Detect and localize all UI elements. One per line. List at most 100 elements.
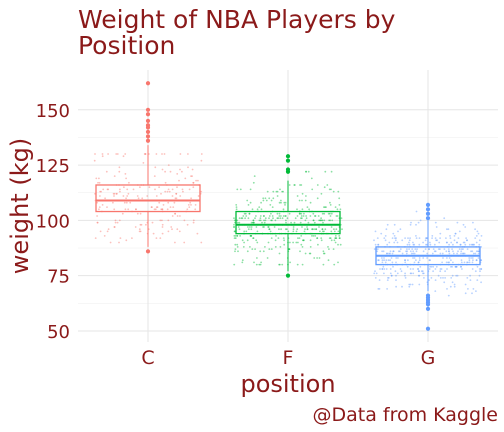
data-point-C xyxy=(96,221,99,224)
data-point-F xyxy=(234,248,237,251)
data-point-G xyxy=(431,252,434,255)
data-point-C xyxy=(160,208,163,211)
data-point-F xyxy=(339,243,342,246)
data-point-G xyxy=(453,239,456,242)
data-point-C xyxy=(127,208,130,211)
data-point-G xyxy=(395,285,397,288)
data-point-F xyxy=(327,246,329,248)
data-point-G xyxy=(439,252,442,255)
data-point-G xyxy=(404,277,407,279)
y-tick-labels: 50 75 100 125 150 xyxy=(36,101,70,343)
data-point-F xyxy=(309,215,312,217)
data-point-G xyxy=(387,277,389,279)
data-point-G xyxy=(446,241,448,244)
data-point-F xyxy=(316,257,318,259)
data-point-C xyxy=(191,168,194,171)
data-point-C xyxy=(196,232,199,235)
data-point-F xyxy=(237,250,239,253)
data-point-C xyxy=(94,237,97,240)
data-point-C xyxy=(167,164,170,167)
data-point-F xyxy=(320,219,323,222)
data-point-F xyxy=(283,243,286,246)
data-point-C xyxy=(156,206,159,209)
data-point-G xyxy=(468,257,471,259)
data-point-G xyxy=(422,241,424,244)
data-point-G xyxy=(434,250,437,253)
data-point-G xyxy=(413,261,416,264)
outlier-C xyxy=(145,123,151,128)
data-point-F xyxy=(303,230,306,233)
data-point-F xyxy=(252,181,255,184)
data-point-C xyxy=(113,226,116,228)
data-point-F xyxy=(256,241,259,244)
data-point-C xyxy=(113,208,116,211)
data-point-F xyxy=(234,250,236,253)
data-point-G xyxy=(404,259,407,262)
data-point-G xyxy=(378,259,380,262)
data-point-G xyxy=(460,252,462,255)
data-point-C xyxy=(101,153,104,155)
outlier-G xyxy=(425,306,431,311)
data-point-C xyxy=(137,197,140,200)
data-point-F xyxy=(278,201,281,204)
data-point-G xyxy=(456,274,459,277)
data-point-G xyxy=(472,221,474,224)
data-point-G xyxy=(425,237,428,240)
data-point-F xyxy=(311,188,314,191)
data-point-F xyxy=(270,248,273,251)
data-point-F xyxy=(330,188,332,191)
data-point-F xyxy=(266,257,269,259)
data-point-G xyxy=(460,265,462,268)
data-point-G xyxy=(422,250,425,253)
data-point-G xyxy=(389,272,392,275)
data-point-F xyxy=(233,230,236,233)
data-point-F xyxy=(306,226,308,228)
data-point-G xyxy=(413,257,416,259)
data-point-F xyxy=(300,235,303,237)
data-point-C xyxy=(164,190,167,193)
data-point-F xyxy=(251,248,254,251)
data-point-F xyxy=(307,170,310,173)
data-point-G xyxy=(448,257,451,259)
data-point-G xyxy=(480,268,483,270)
data-point-F xyxy=(334,237,336,240)
data-point-F xyxy=(301,246,304,248)
data-point-F xyxy=(314,215,317,217)
data-point-F xyxy=(268,217,270,220)
data-point-C xyxy=(181,188,184,191)
data-point-F xyxy=(268,248,271,251)
data-point-C xyxy=(192,221,195,224)
data-point-G xyxy=(410,272,413,275)
data-point-G xyxy=(385,228,388,231)
data-point-G xyxy=(466,277,469,279)
data-point-F xyxy=(277,217,280,220)
data-point-F xyxy=(337,261,339,264)
data-point-C xyxy=(125,239,128,242)
data-point-F xyxy=(333,230,336,233)
data-point-C xyxy=(164,170,167,173)
data-point-F xyxy=(301,217,303,220)
data-point-G xyxy=(466,248,469,251)
data-point-C xyxy=(103,235,106,237)
data-point-C xyxy=(161,208,164,211)
data-point-G xyxy=(448,243,450,246)
data-point-G xyxy=(394,237,396,240)
data-point-C xyxy=(124,173,127,175)
data-point-F xyxy=(286,228,288,231)
data-point-C xyxy=(197,179,199,182)
data-point-F xyxy=(313,257,316,259)
data-point-F xyxy=(238,228,241,231)
data-point-G xyxy=(472,259,474,262)
data-point-G xyxy=(462,241,465,244)
data-point-F xyxy=(282,215,285,217)
data-point-G xyxy=(404,272,406,275)
data-point-F xyxy=(318,219,320,222)
data-point-G xyxy=(436,239,438,242)
data-point-F xyxy=(245,215,248,217)
data-point-G xyxy=(449,235,451,237)
caption: @Data from Kaggle xyxy=(312,404,498,426)
data-point-F xyxy=(296,208,298,211)
data-point-G xyxy=(480,281,482,284)
data-point-G xyxy=(466,239,468,242)
data-point-G xyxy=(397,230,399,233)
